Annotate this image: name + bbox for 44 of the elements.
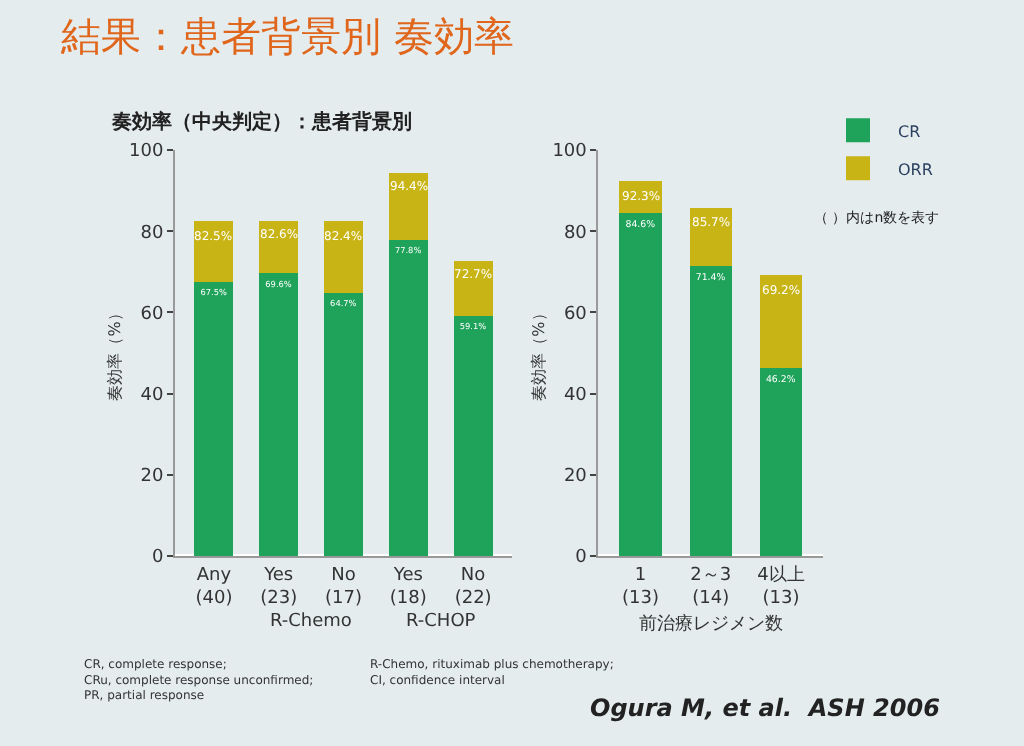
x-axis-title: 前治療レジメン数 bbox=[638, 612, 783, 635]
legend-label: CR bbox=[898, 122, 922, 141]
y-tick-label: 60 bbox=[140, 304, 164, 325]
x-tick-label: Yes (18) bbox=[389, 565, 427, 609]
y-tick-label: 20 bbox=[140, 467, 164, 488]
chart-subtitle: 奏効率（中央判定）：患者背景別 bbox=[110, 110, 412, 134]
chart-title: 結果：患者背景別 奏効率 bbox=[59, 12, 515, 61]
y-tick-label: 100 bbox=[129, 142, 164, 163]
y-tick-label: 100 bbox=[552, 142, 588, 163]
bar bbox=[619, 212, 662, 556]
bar bbox=[388, 240, 428, 556]
y-tick-label: 40 bbox=[140, 385, 164, 406]
y-axis-title: 奏効率（%） bbox=[106, 305, 125, 401]
x-tick-label: No (22) bbox=[454, 565, 492, 609]
y-tick-label: 80 bbox=[563, 223, 588, 244]
x-tick-label: 2～3 (14) bbox=[690, 565, 732, 609]
bar bbox=[689, 266, 732, 556]
y-tick-label: 0 bbox=[151, 548, 164, 569]
y-tick-label: 0 bbox=[575, 548, 588, 569]
text: R-Chemo bbox=[270, 612, 353, 632]
bar bbox=[324, 293, 363, 556]
bar bbox=[453, 260, 493, 317]
bar bbox=[194, 221, 234, 282]
text: Ogura M, et al. ASH 2006 bbox=[590, 694, 940, 722]
bar bbox=[194, 281, 234, 556]
y-axis-title: 奏効率（%） bbox=[529, 305, 548, 401]
y-tick-label: 80 bbox=[140, 223, 164, 244]
x-tick-label: 4以上 (13) bbox=[757, 563, 805, 609]
x-tick-label: No (17) bbox=[325, 565, 362, 609]
bar bbox=[689, 208, 732, 267]
bar bbox=[259, 273, 299, 556]
bar bbox=[759, 368, 802, 556]
text: R-CHOP bbox=[406, 612, 477, 632]
x-tick-label: Yes (23) bbox=[260, 565, 298, 609]
bar bbox=[324, 221, 363, 294]
y-tick-label: 60 bbox=[563, 304, 588, 325]
y-tick-label: 40 bbox=[563, 385, 588, 406]
bar bbox=[759, 275, 802, 369]
legend-label: ORR bbox=[898, 160, 934, 179]
x-tick-label: Any (40) bbox=[195, 565, 233, 609]
y-tick-label: 20 bbox=[563, 467, 588, 488]
bar bbox=[388, 172, 428, 241]
bar bbox=[453, 316, 493, 556]
x-tick-label: 1 (13) bbox=[622, 565, 659, 609]
